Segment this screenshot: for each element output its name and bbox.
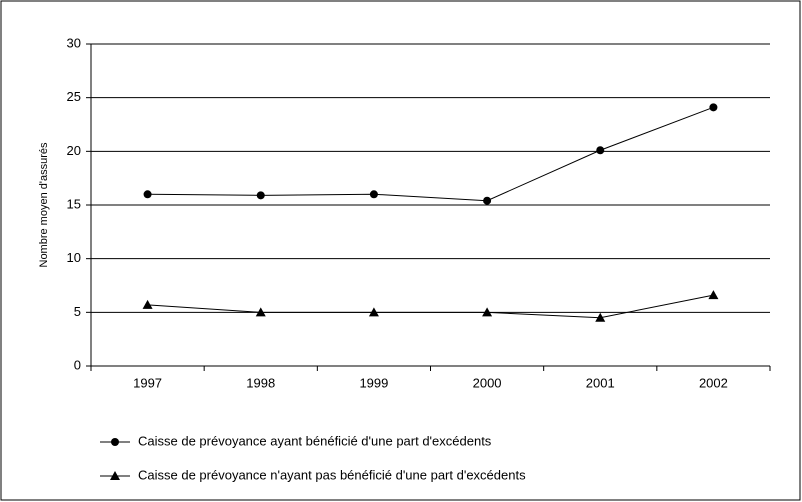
marker [255, 307, 266, 317]
y-tick-label: 0 [74, 357, 81, 372]
y-tick-label: 15 [67, 196, 81, 211]
marker [708, 290, 719, 300]
x-tick-label: 1998 [246, 375, 275, 390]
y-tick-label: 25 [67, 89, 81, 104]
legend-marker [110, 471, 120, 480]
marker [369, 190, 378, 199]
x-tick-label: 2000 [473, 375, 502, 390]
marker [256, 191, 265, 200]
y-tick-label: 10 [67, 250, 81, 265]
marker [483, 196, 492, 205]
legend-label: Caisse de prévoyance ayant bénéficié d'u… [138, 433, 492, 448]
marker [595, 312, 606, 322]
x-tick-label: 2001 [586, 375, 615, 390]
marker [143, 190, 152, 199]
marker [142, 299, 153, 309]
legend-marker [111, 438, 119, 446]
y-tick-label: 5 [74, 304, 81, 319]
marker [368, 307, 379, 317]
marker [482, 307, 493, 317]
legend-label: Caisse de prévoyance n'ayant pas bénéfic… [138, 467, 526, 482]
y-tick-label: 30 [67, 35, 81, 50]
series-line [147, 294, 714, 319]
x-tick-label: 1997 [133, 375, 162, 390]
y-tick-label: 20 [67, 143, 81, 158]
x-tick-label: 1999 [359, 375, 388, 390]
marker [709, 103, 718, 112]
series-line [147, 106, 714, 202]
x-tick-label: 2002 [699, 375, 728, 390]
y-axis-label: Nombre moyen d'assurés [38, 142, 50, 267]
marker [596, 146, 605, 155]
